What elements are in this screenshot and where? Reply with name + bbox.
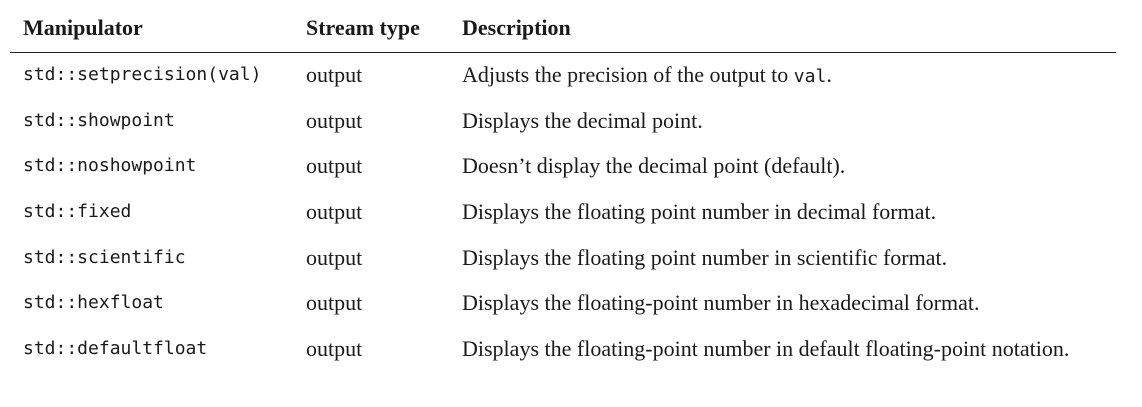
header-description: Description <box>462 15 571 40</box>
stream-type-cell: output <box>306 107 363 133</box>
stream-type-cell: output <box>306 153 363 179</box>
table-header-row: Manipulator Stream type Description <box>10 0 1116 53</box>
manipulator-cell: std::showpoint <box>23 109 175 131</box>
manipulator-cell: std::setprecision(val) <box>23 64 262 85</box>
table-row: std::noshowpoint output Doesn’t display … <box>10 144 1116 190</box>
table-row: std::setprecision(val) output Adjusts th… <box>10 53 1116 99</box>
table-row: std::scientific output Displays the floa… <box>10 236 1116 282</box>
stream-type-cell: output <box>306 62 363 87</box>
description-cell: Adjusts the precision of the output to v… <box>462 59 1102 92</box>
description-cell: Displays the floating-point number in he… <box>462 290 980 316</box>
description-suffix: . <box>826 62 832 87</box>
manipulator-cell: std::defaultfloat <box>23 338 208 360</box>
stream-type-cell: output <box>306 290 363 316</box>
table-row: std::fixed output Displays the floating … <box>10 190 1116 236</box>
stream-type-cell: output <box>306 336 363 362</box>
header-stream-type: Stream type <box>306 15 420 40</box>
description-cell: Doesn’t display the decimal point (defau… <box>462 153 846 179</box>
description-cell: Displays the floating-point number in de… <box>462 336 1070 362</box>
description-text: Adjusts the precision of the output to <box>462 62 794 87</box>
description-cell: Displays the floating point number in de… <box>462 199 937 225</box>
manipulator-cell: std::fixed <box>23 201 132 223</box>
description-cell: Displays the decimal point. <box>462 107 703 133</box>
description-cell: Displays the floating point number in sc… <box>462 244 948 270</box>
table-row: std::defaultfloat output Displays the fl… <box>10 327 1116 387</box>
header-manipulator: Manipulator <box>23 15 143 40</box>
manipulator-table: Manipulator Stream type Description std:… <box>10 0 1116 387</box>
table-row: std::hexfloat output Displays the floati… <box>10 281 1116 327</box>
manipulator-cell: std::noshowpoint <box>23 155 197 177</box>
manipulator-cell: std::scientific <box>23 246 186 268</box>
stream-type-cell: output <box>306 199 363 225</box>
description-code: val <box>793 66 827 87</box>
manipulator-cell: std::hexfloat <box>23 292 164 314</box>
table-row: std::showpoint output Displays the decim… <box>10 99 1116 145</box>
stream-type-cell: output <box>306 244 363 270</box>
